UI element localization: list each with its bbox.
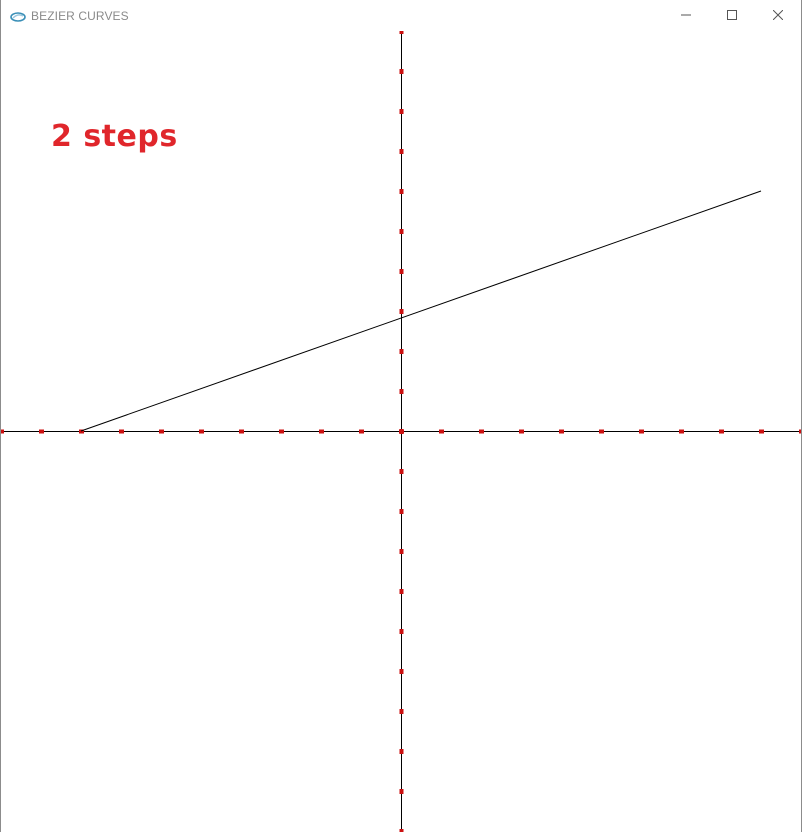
y-axis-tick [400, 429, 404, 434]
y-axis-tick [400, 149, 404, 154]
x-axis-tick [759, 430, 764, 434]
x-axis-tick [359, 430, 364, 434]
bezier-curve [81, 191, 761, 431]
y-axis-tick [400, 189, 404, 194]
drawing-canvas[interactable]: 2 steps [1, 31, 801, 832]
y-axis-tick [400, 789, 404, 794]
x-axis-tick [599, 430, 604, 434]
y-axis-tick [400, 349, 404, 354]
x-axis-tick [519, 430, 524, 434]
y-axis-tick [400, 229, 404, 234]
y-axis-tick [400, 749, 404, 754]
y-axis-tick [400, 469, 404, 474]
x-axis-tick [639, 430, 644, 434]
x-axis-tick [159, 430, 164, 434]
y-axis-tick [400, 389, 404, 394]
minimize-button[interactable] [663, 0, 709, 31]
y-axis-tick [400, 31, 404, 34]
y-axis-tick [400, 589, 404, 594]
maximize-button[interactable] [709, 0, 755, 31]
steps-label: 2 steps [51, 119, 178, 154]
x-axis-tick [279, 430, 284, 434]
x-axis-tick [479, 430, 484, 434]
y-axis-tick [400, 109, 404, 114]
y-axis-tick [400, 69, 404, 74]
y-axis-tick [400, 309, 404, 314]
x-axis-tick [799, 430, 801, 434]
y-axis-tick [400, 709, 404, 714]
x-axis-tick [439, 430, 444, 434]
close-icon [773, 7, 783, 25]
y-axis-tick [400, 669, 404, 674]
maximize-icon [727, 7, 737, 25]
x-axis-tick [1, 430, 4, 434]
x-axis-tick [719, 430, 724, 434]
x-axis-tick [239, 430, 244, 434]
app-icon [10, 10, 26, 22]
x-axis-tick [39, 430, 44, 434]
x-axis-tick [559, 430, 564, 434]
y-axis-tick [400, 629, 404, 634]
close-button[interactable] [755, 0, 801, 31]
x-axis-tick [199, 430, 204, 434]
window-title: BEZIER CURVES [31, 9, 129, 23]
x-axis-tick [319, 430, 324, 434]
x-axis-tick [119, 430, 124, 434]
title-bar[interactable]: BEZIER CURVES [1, 0, 801, 31]
y-axis-tick [400, 269, 404, 274]
y-axis-tick [400, 549, 404, 554]
x-axis-tick [679, 430, 684, 434]
minimize-icon [681, 7, 691, 25]
window-controls [663, 0, 801, 31]
y-axis-tick [400, 509, 404, 514]
